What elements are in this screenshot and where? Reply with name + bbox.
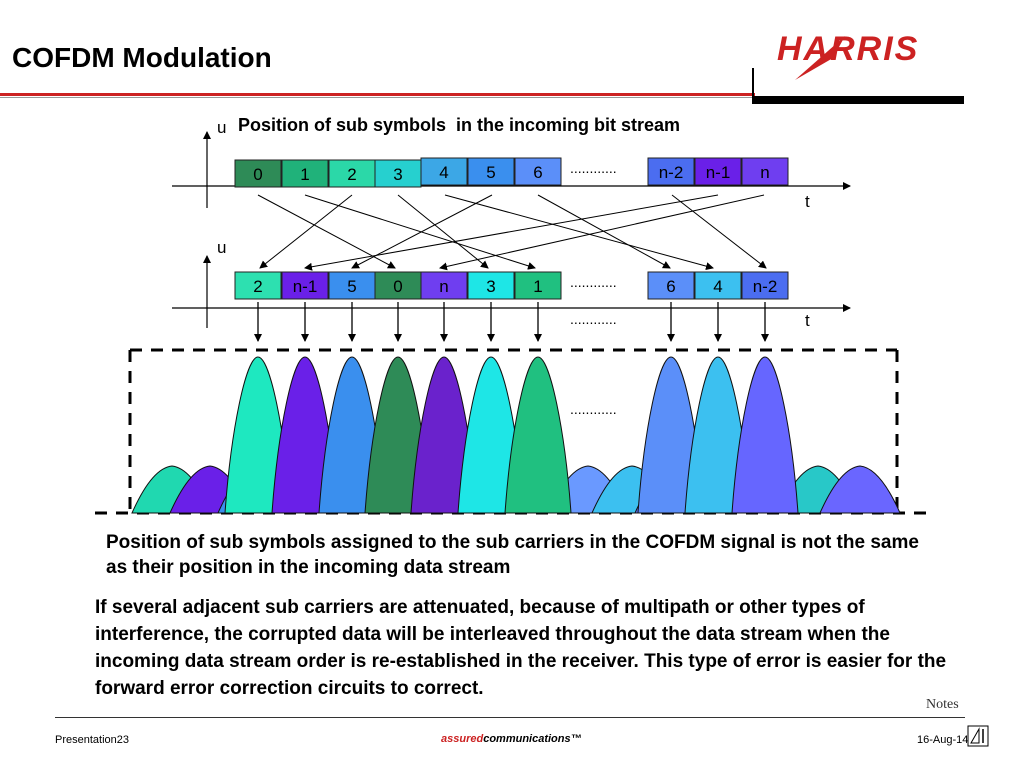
top-symbol-box-label: 1 [300,165,309,184]
bottom-symbol-box [647,271,695,300]
title-underline [0,93,755,96]
interleave-arrow [257,194,396,269]
top-symbol-box [328,159,376,188]
bottom-symbol-box-label: n [439,277,448,296]
top-symbol-box-label: 5 [486,163,495,182]
top-ellipsis: ............ [570,160,617,176]
harris-logo-text: HARRIS [777,30,919,68]
bottom-symbol-box [281,271,329,300]
bottom-symbol-box [420,271,468,300]
top-symbol-box [234,159,282,188]
footer-divider [55,717,965,718]
assured-communications-tagline: assuredcommunications™ [441,733,582,745]
top-symbol-box [281,159,329,188]
interleave-arrow [351,194,493,269]
slide-date: 16-Aug-14 [917,734,969,746]
harris-logo: HARRIS [777,30,919,80]
bottom-symbol-box [694,271,742,300]
bottom-symbol-box-label: 6 [666,277,675,296]
title-underline-thin [0,97,755,98]
top-symbol-box [467,157,515,186]
interleave-arrow [259,194,353,269]
tagline-trademark: ™ [570,733,582,745]
tagline-assured: assured [441,733,484,745]
top-symbol-box [741,157,789,186]
top-symbol-box-label: 6 [533,163,542,182]
presentation-name: Presentation23 [55,734,129,746]
bottom-symbol-box [741,271,789,300]
top-symbol-box-label: 2 [347,165,356,184]
interleave-arrow [444,194,714,271]
caption-interference: If several adjacent sub carriers are att… [95,597,947,699]
bottom-symbol-row: 2 n-1 5 0 n 3 1 6 4 n-2 [234,271,789,300]
top-symbol-box-label: n [760,163,769,182]
interleave-arrow [439,194,765,271]
top-axis-label-t: t [805,192,810,211]
top-symbol-row: 0 1 2 3 4 5 6 n-2 n-1 n [234,157,789,188]
carrier-assignment-arrows [254,302,769,342]
diagram-header: Position of sub symbols in the incoming … [238,115,680,135]
sidelobe-peak [819,465,901,514]
subcarrier-peaks [224,356,799,514]
top-symbol-box-label: 0 [253,165,262,184]
top-symbol-box-label: n-2 [659,163,684,182]
caption-assignment: Position of sub symbols assigned to the … [106,532,919,578]
top-symbol-box-label: 3 [393,165,402,184]
subcarrier-peak [731,356,799,514]
bottom-symbol-box [328,271,376,300]
logo-swoosh [795,36,845,80]
spectrum-ellipsis: ............ [570,401,617,417]
bottom-symbol-box-label: 4 [713,277,722,296]
logo-frame-horizontal [752,96,964,104]
bottom-symbol-box [514,271,562,300]
bottom-symbol-box-label: 2 [253,277,262,296]
top-symbol-box [647,157,695,186]
interleave-arrow [304,194,719,271]
bottom-symbol-box [234,271,282,300]
subcarrier-peak [504,356,572,514]
bottom-symbol-box-label: n-1 [293,277,318,296]
top-axis-label-u: u [217,118,226,137]
slide-nav-icon[interactable] [967,725,989,747]
top-symbol-box-label: n-1 [706,163,731,182]
bottom-axis-label-t: t [805,311,810,330]
bottom-ellipsis-lower: ............ [570,311,617,327]
logo-frame-vertical [752,68,754,100]
tagline-communications: communications [483,733,571,745]
bottom-symbol-box [467,271,515,300]
top-symbol-box-label: 4 [439,163,448,182]
bottom-symbol-box-label: 5 [347,277,356,296]
bottom-symbol-box-label: 3 [486,277,495,296]
bottom-symbol-box-label: n-2 [753,277,778,296]
notes-link[interactable]: Notes [926,697,959,712]
interleave-arrow [304,194,536,270]
interleave-arrow [671,194,767,269]
slide-title: COFDM Modulation [12,42,272,73]
bottom-symbol-box-label: 0 [393,277,402,296]
interleave-arrow [397,194,489,269]
bottom-ellipsis-upper: ............ [570,274,617,290]
top-symbol-box [694,157,742,186]
interleave-arrows [257,194,767,271]
bottom-symbol-box [374,271,422,300]
top-symbol-box [514,157,562,186]
bottom-axis-label-u: u [217,238,226,257]
top-symbol-box [420,157,468,186]
bottom-symbol-box-label: 1 [533,277,542,296]
